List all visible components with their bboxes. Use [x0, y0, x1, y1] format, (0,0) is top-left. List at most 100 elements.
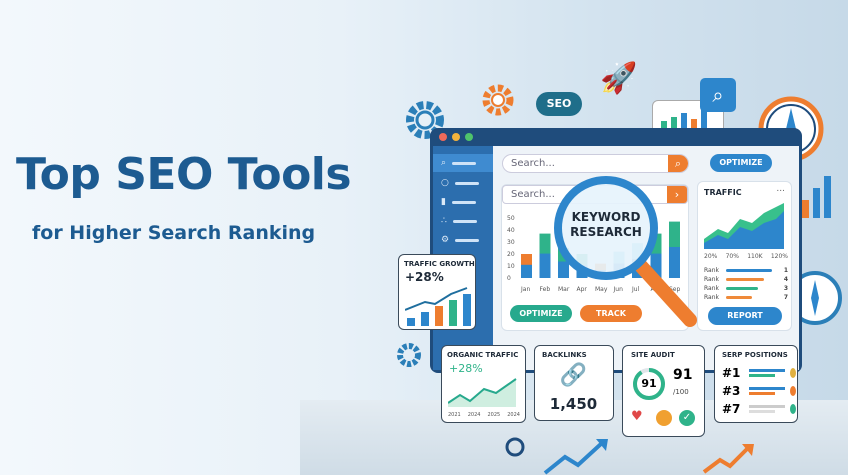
growth-chart: [405, 287, 471, 326]
month-label: Sep: [669, 286, 681, 293]
optimize-top-button[interactable]: OPTIMIZE: [710, 154, 772, 172]
tick: 120%: [770, 253, 788, 260]
warning-icon: [656, 410, 672, 426]
seo-bubble: SEO: [536, 92, 582, 116]
serp-list: #1 #3 #7: [722, 364, 796, 418]
magnifier-icon: [554, 176, 697, 327]
traffic-panel: TRAFFIC ... 20% 70% 110K 120% Rank 1 Rank 4 Ran…: [697, 181, 792, 331]
site-audit-card: SITE AUDIT 91 91 /100 ♥ ✓: [622, 345, 705, 437]
serp-row: #1: [722, 364, 796, 382]
bar: [669, 246, 680, 278]
rank-row: Rank 4: [704, 275, 788, 284]
growth-value: +28%: [405, 270, 444, 284]
hero-title: Top SEO Tools: [16, 149, 352, 200]
traffic-area-chart: [704, 203, 784, 249]
tick: 2025: [487, 412, 501, 418]
search-icon: ⌕: [441, 158, 447, 168]
rank-value: 7: [783, 294, 788, 301]
card-title: SITE AUDIT: [631, 351, 675, 359]
organic-x-axis: 2021 2024 2025 2024: [448, 412, 520, 418]
y-tick: 40: [507, 227, 515, 234]
month-label: Mar: [558, 286, 570, 293]
rank-value: 4: [783, 276, 788, 283]
rank-list: Rank 1 Rank 4 Rank 3 Rank 7: [704, 266, 788, 302]
y-tick: 0: [507, 275, 511, 282]
rank-label: Rank: [704, 276, 719, 283]
rank-value: 3: [783, 285, 788, 292]
rocket-icon: 🚀: [600, 61, 638, 96]
rank-value: 1: [783, 267, 788, 274]
bar-chart-icon: [802, 176, 831, 218]
month-label: Jan: [520, 286, 530, 293]
check-icon: ✓: [679, 410, 695, 426]
month-label: May: [595, 286, 608, 293]
settings-icon: ⚙: [441, 235, 450, 245]
status-check-icon: [790, 368, 796, 378]
search-placeholder: Search...: [511, 157, 555, 169]
y-tick: 20: [507, 251, 515, 258]
audit-ring-score: 91: [641, 377, 657, 390]
tick: 70%: [725, 253, 739, 260]
rank-bar: [726, 278, 764, 281]
organic-value: +28%: [449, 362, 483, 375]
go-button[interactable]: ›: [667, 186, 687, 203]
sidebar-item-search[interactable]: ⌕: [433, 154, 493, 172]
track-button[interactable]: TRACK: [580, 305, 642, 322]
rank-label: Rank: [704, 267, 719, 274]
top-search-input[interactable]: Search... ⌕: [502, 154, 689, 173]
report-button[interactable]: REPORT: [708, 307, 782, 325]
gear-icon-orange: [482, 84, 514, 116]
more-menu-icon[interactable]: ...: [776, 184, 785, 194]
tick: 2024: [507, 412, 520, 418]
rank-row: Rank 1: [704, 266, 788, 275]
serp-position: #1: [722, 366, 741, 380]
traffic-x-axis: 20% 70% 110K 120%: [704, 253, 788, 260]
serp-row: #3: [722, 382, 796, 400]
window-maximize-dot[interactable]: [465, 133, 473, 141]
network-icon: ∴: [441, 216, 447, 226]
month-label: Jul: [631, 286, 640, 293]
sidebar-item-settings[interactable]: ⚙: [433, 231, 493, 249]
rank-label: Rank: [704, 294, 719, 301]
audit-score: 91: [673, 367, 693, 383]
serp-position: #7: [722, 402, 741, 416]
window-close-dot[interactable]: [439, 133, 447, 141]
status-check-icon: [790, 404, 796, 414]
rank-bar: [726, 287, 758, 290]
sidebar-item-analytics[interactable]: ▮: [433, 193, 493, 211]
tick: 20%: [704, 253, 718, 260]
settings-gear-icon: [397, 343, 421, 367]
tick: 110K: [747, 253, 763, 260]
month-label: Feb: [540, 286, 551, 293]
backlinks-card: BACKLINKS 🔗 1,450: [534, 345, 614, 421]
search-button[interactable]: ⌕: [668, 155, 688, 172]
serp-position: #3: [722, 384, 741, 398]
chat-icon: ○: [441, 178, 449, 188]
card-title: ORGANIC TRAFFIC: [447, 351, 519, 359]
traffic-growth-card: TRAFFIC GROWTH +28%: [398, 254, 476, 330]
card-title: BACKLINKS: [542, 351, 587, 359]
y-tick: 10: [507, 263, 515, 270]
rank-bar: [726, 269, 772, 272]
serp-row: #7: [722, 400, 796, 418]
gear-icon: [406, 101, 444, 139]
rank-row: Rank 3: [704, 284, 788, 293]
y-tick: 30: [507, 239, 515, 246]
serp-positions-card: SERP POSITIONS #1 #3 #7: [714, 345, 798, 423]
heart-icon: ♥: [631, 409, 643, 424]
month-label: Apr: [577, 286, 588, 293]
optimize-button[interactable]: OPTIMIZE: [510, 305, 572, 322]
sidebar-item-network[interactable]: ∴: [433, 212, 493, 230]
y-tick: 50: [507, 215, 515, 222]
window-minimize-dot[interactable]: [452, 133, 460, 141]
sidebar-item-messages[interactable]: ○: [433, 174, 493, 192]
rank-row: Rank 7: [704, 293, 788, 302]
tick: 2024: [467, 412, 481, 418]
status-check-icon: [790, 386, 796, 396]
organic-traffic-card: ORGANIC TRAFFIC +28% 2021 2024 2025 2024: [441, 345, 526, 423]
rank-bar: [726, 296, 752, 299]
bar: [539, 253, 551, 278]
rank-label: Rank: [704, 285, 719, 292]
chain-link-icon: 🔗: [559, 363, 588, 388]
bar: [558, 261, 569, 278]
